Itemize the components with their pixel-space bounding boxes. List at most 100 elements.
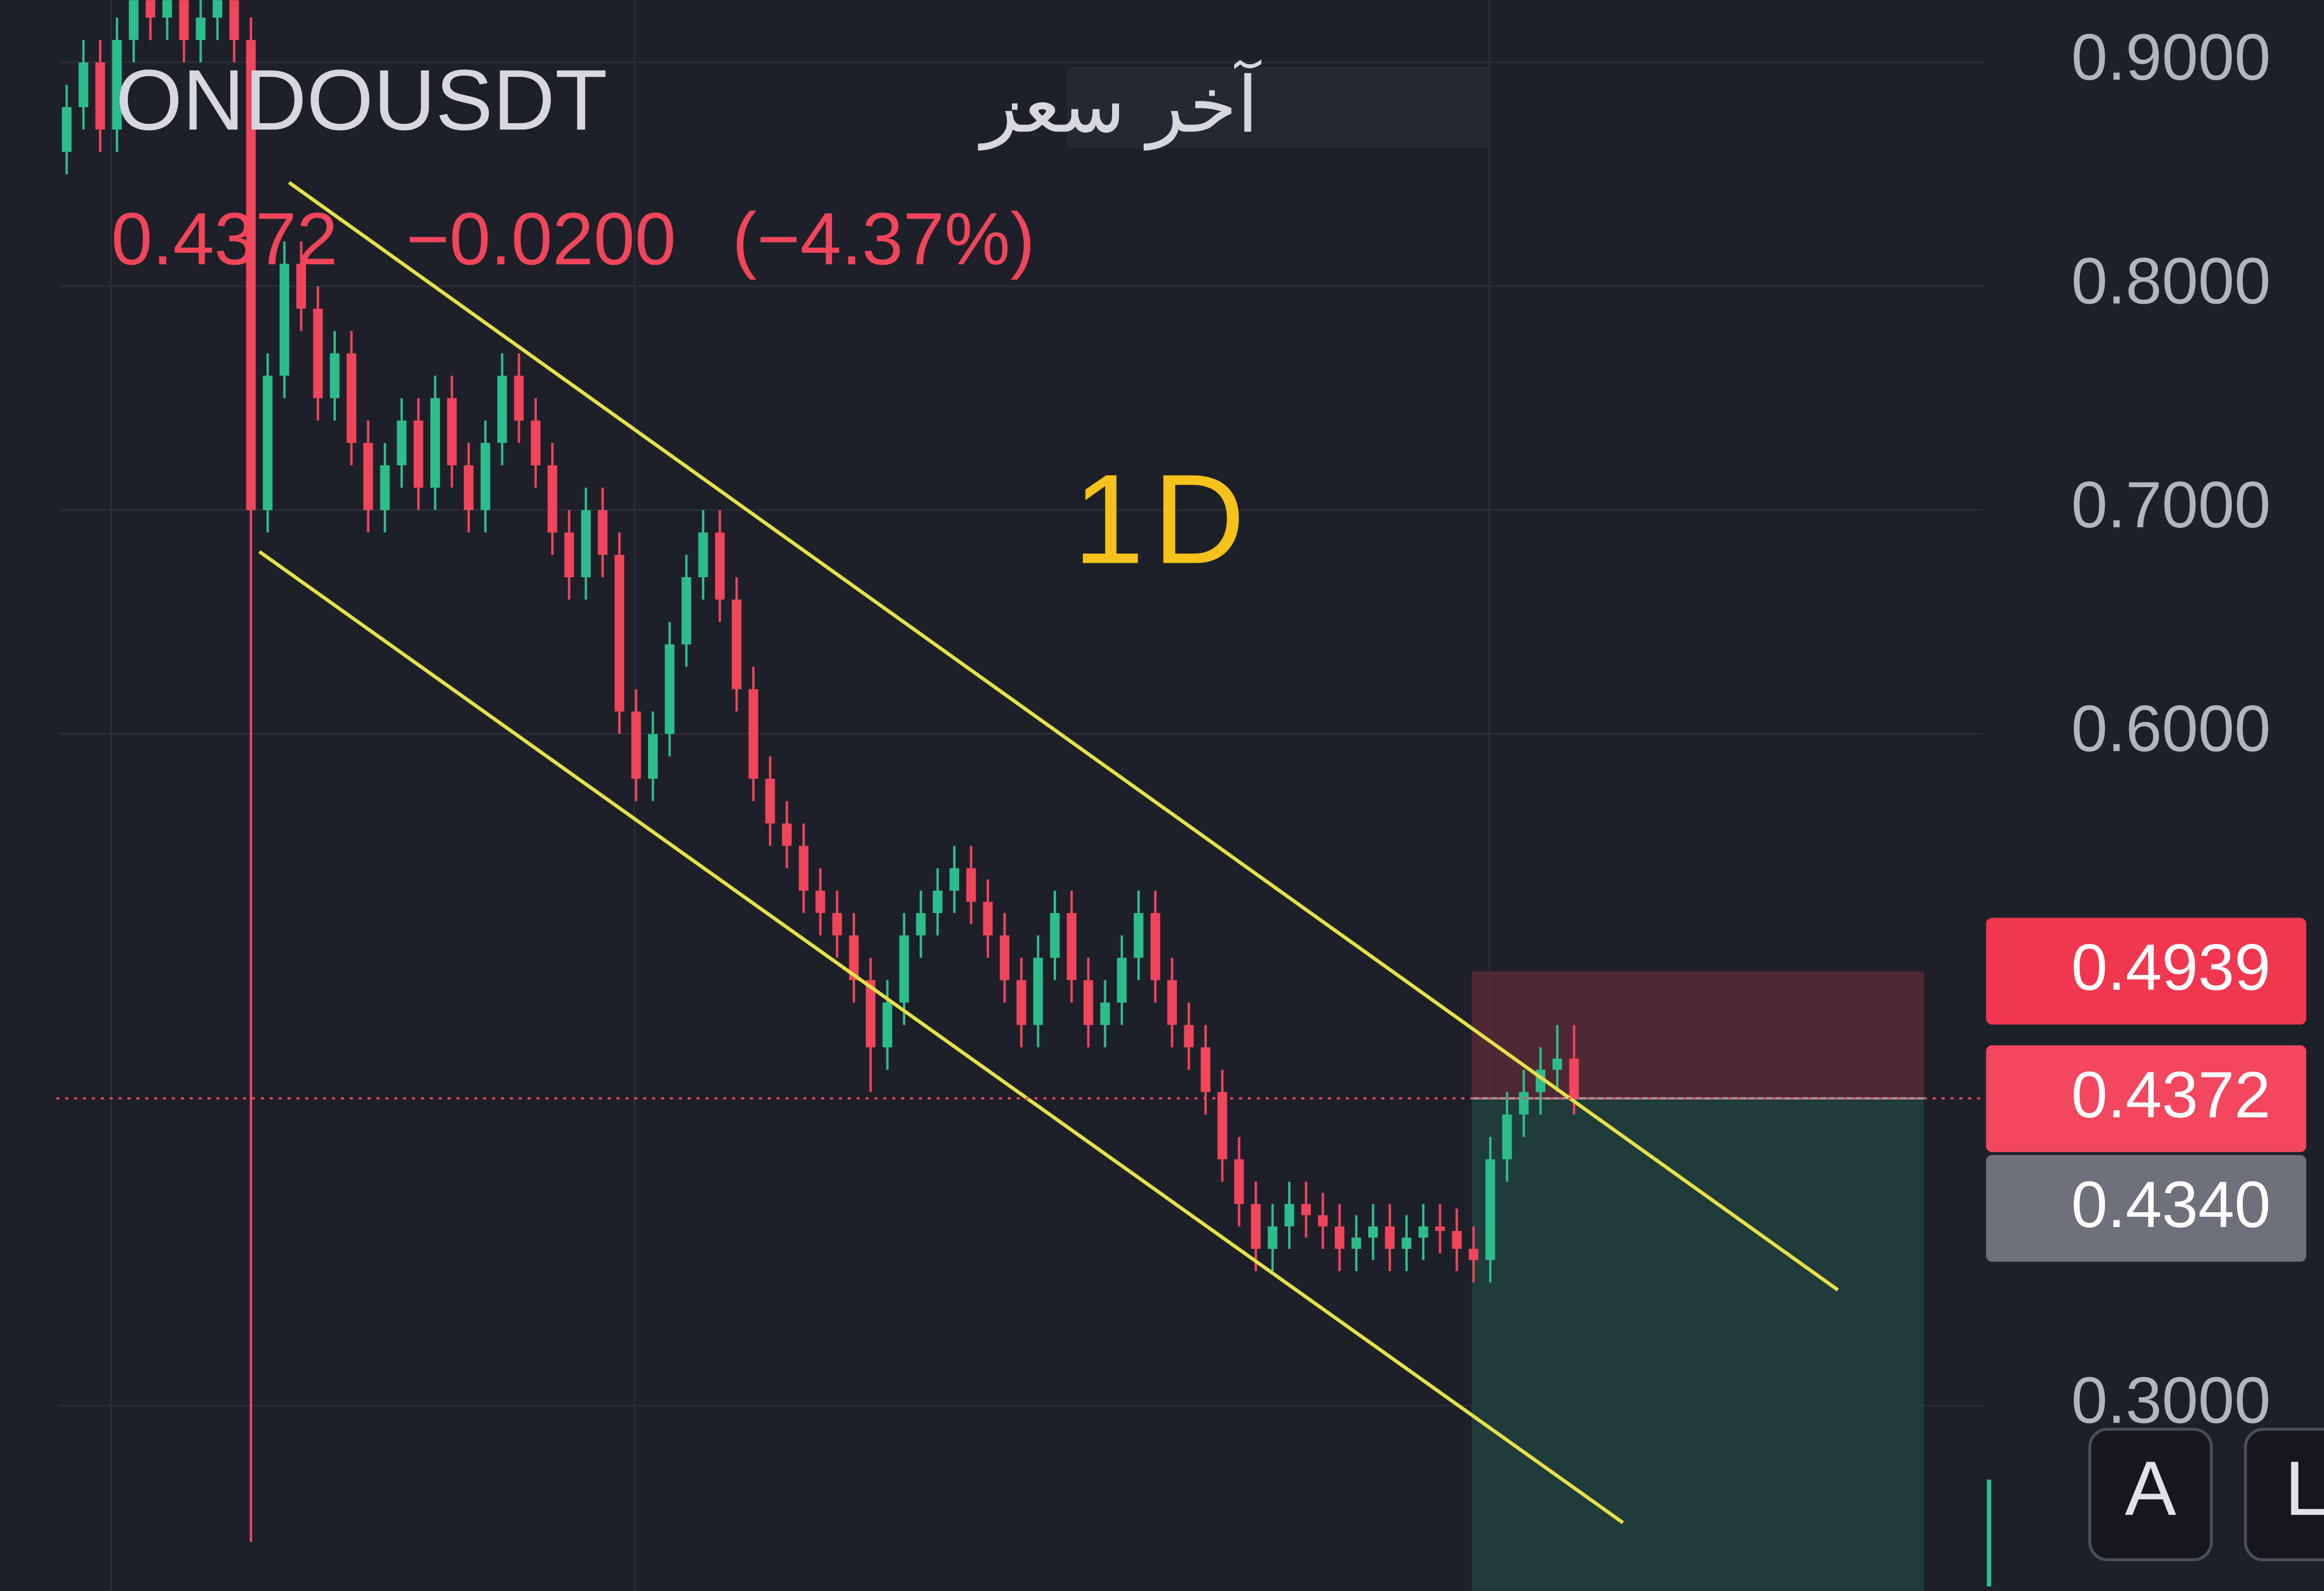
candle-body (1485, 1159, 1495, 1260)
candle-body (681, 577, 692, 645)
candle-body (932, 891, 943, 914)
candle-body (179, 0, 189, 40)
candle-body (1519, 1092, 1529, 1115)
candle-body (966, 868, 976, 902)
candle-body (1552, 1058, 1563, 1070)
candle-body (782, 823, 792, 846)
price-tag (1986, 1155, 2306, 1262)
separator: · (1005, 69, 1024, 135)
grid: 0.9000 0.8000 0.7000 0.6000 0.3000 (59, 21, 2271, 1437)
candle-body (1267, 1226, 1278, 1249)
trend-channel (258, 181, 1839, 1525)
candle-body (698, 532, 708, 578)
candle-body (1234, 1159, 1244, 1204)
candle-body (614, 555, 625, 712)
price-tag (1986, 918, 2306, 1025)
candle-body (78, 62, 89, 107)
y-tick-label: 0.6000 (2071, 693, 2271, 766)
candle-body (246, 40, 256, 510)
candle-body (1435, 1226, 1445, 1231)
candle-body (1150, 913, 1160, 981)
candle-body (1301, 1204, 1311, 1216)
candle-body (213, 0, 222, 18)
candle-body (397, 420, 407, 465)
candle-body (581, 510, 591, 578)
candle-body (916, 913, 926, 936)
candle-body (497, 375, 507, 443)
button-label[interactable]: L (2285, 1445, 2324, 1531)
candle-body (1452, 1231, 1462, 1249)
candle-body (262, 375, 273, 510)
candle-body (531, 420, 541, 465)
target-zone (1471, 1098, 1924, 1591)
button-log[interactable] (2244, 1428, 2324, 1562)
candle-body (866, 980, 876, 1048)
candle-body (162, 0, 172, 18)
candle-body (363, 442, 373, 510)
candle-body (1200, 1047, 1211, 1092)
candle-body (329, 353, 340, 398)
candle-body (229, 0, 240, 40)
price-tag-label: 0.4939 (2071, 931, 2271, 1004)
candle-body (815, 891, 826, 914)
price-tag-label: 0.4372 (2071, 1059, 2271, 1132)
trend-line-upper (288, 181, 1839, 1292)
candle-body (1251, 1204, 1261, 1249)
candle-body (195, 17, 206, 40)
candle-body (480, 442, 490, 510)
candle-body (1167, 980, 1177, 1025)
candle-body (631, 711, 641, 779)
candle-body (447, 398, 457, 465)
button-label[interactable]: A (2125, 1445, 2176, 1531)
candle-body (1569, 1058, 1579, 1099)
candle-body (1469, 1248, 1479, 1260)
candle-body (564, 532, 574, 578)
blurred-area (1067, 66, 1490, 148)
candle-body (313, 308, 323, 398)
candle-body (1402, 1237, 1412, 1249)
candle-body (983, 902, 993, 936)
candle-body (1084, 980, 1093, 1025)
candle-body (1066, 913, 1077, 981)
candle-body (1050, 913, 1060, 958)
y-tick-label: 0.9000 (2071, 21, 2271, 94)
price-tag (1986, 1045, 2306, 1153)
y-tick-label: 0.8000 (2071, 245, 2271, 318)
candle-body (380, 465, 390, 510)
candle-body (413, 420, 423, 488)
header-change: −0.0200 (406, 198, 676, 280)
candle-body (1385, 1226, 1395, 1249)
candle-body (1502, 1114, 1512, 1159)
candle-body (1217, 1092, 1227, 1159)
buttons: A L (2088, 1428, 2324, 1562)
candle-body (112, 40, 122, 130)
candle-body (899, 935, 909, 1003)
symbol: ONDOUSDT (116, 52, 607, 148)
candle-body (146, 0, 155, 18)
candles (61, 0, 1579, 1542)
candle-body (1418, 1226, 1428, 1238)
candle-body (128, 0, 139, 40)
candle-body (61, 107, 72, 152)
y-tick-label: 0.3000 (2071, 1364, 2271, 1437)
candle-body (849, 935, 859, 981)
candle-body (765, 778, 775, 824)
candle-body (715, 532, 725, 600)
candle-body (1284, 1204, 1294, 1226)
candle-body (514, 375, 524, 421)
candle-body (346, 353, 356, 443)
candle-body (279, 264, 289, 376)
candle-body (882, 1002, 893, 1048)
position-zones (1471, 971, 1924, 1591)
candle-body (732, 599, 742, 689)
candle-body (832, 913, 842, 936)
candle-body (1184, 1025, 1194, 1048)
button-auto[interactable] (2088, 1428, 2213, 1562)
candle-body (1351, 1237, 1361, 1249)
candle-body (648, 734, 658, 779)
candle-body (95, 62, 105, 130)
candle-body (547, 465, 558, 533)
